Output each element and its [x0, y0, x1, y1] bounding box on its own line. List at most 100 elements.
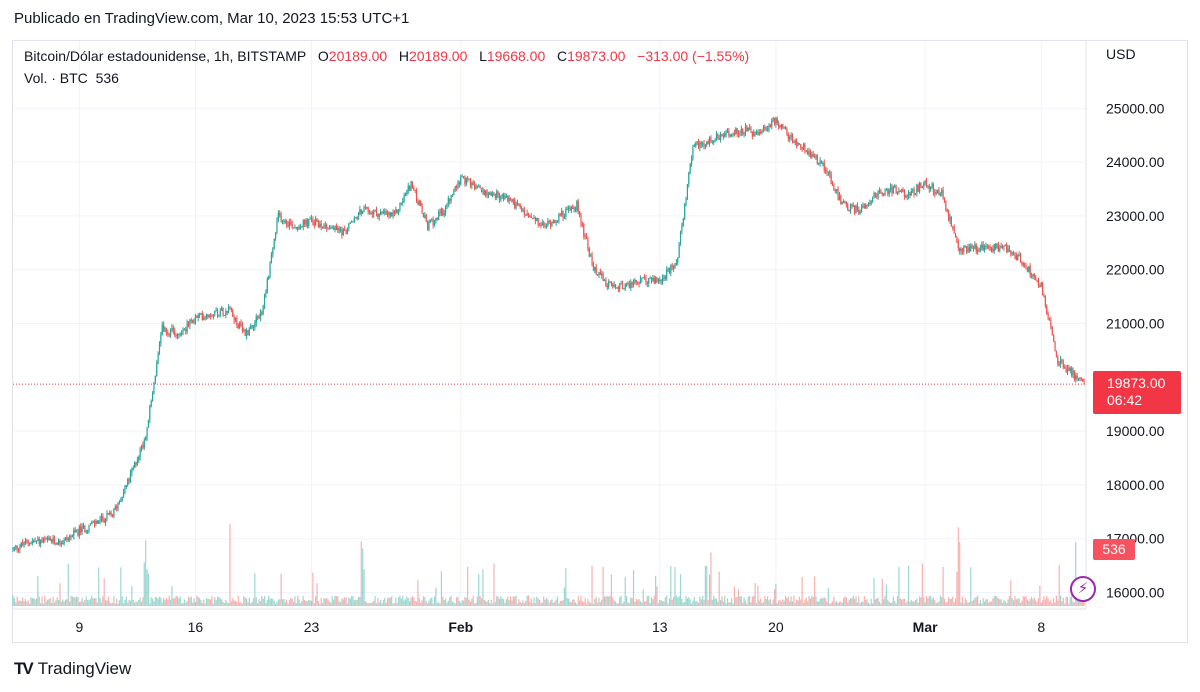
volume-bar — [248, 597, 250, 606]
candle-body — [335, 225, 337, 230]
volume-bar — [161, 602, 163, 606]
candle-body — [628, 284, 630, 289]
candle-body — [1014, 255, 1016, 257]
candle-body — [965, 246, 968, 252]
candle-body — [1008, 248, 1011, 251]
open-value: 20189.00 — [328, 48, 388, 64]
volume-bar — [395, 597, 397, 606]
volume-bar — [78, 602, 80, 606]
volume-bar — [965, 600, 968, 606]
volume-bar — [281, 599, 284, 606]
tradingview-logo[interactable]: TV TradingView — [14, 659, 131, 679]
candle-body — [395, 209, 397, 214]
volume-bar — [420, 602, 422, 606]
candle-body — [632, 282, 635, 285]
volume-bar — [708, 574, 711, 606]
volume-bar — [813, 576, 816, 606]
volume-bar — [1026, 599, 1029, 606]
volume-bar — [1043, 596, 1045, 606]
volume-bar — [1046, 595, 1048, 606]
candle-body — [409, 185, 411, 191]
volume-bar — [124, 599, 126, 606]
candle-body — [384, 211, 386, 213]
candle-body — [656, 277, 658, 282]
candle-body — [176, 334, 179, 336]
candle-body — [73, 530, 75, 536]
volume-bar — [287, 603, 289, 606]
volume-bar — [40, 603, 42, 606]
candle-body — [464, 176, 466, 184]
candle-body — [211, 316, 213, 318]
volume-bar — [181, 603, 183, 606]
candle-body — [572, 207, 574, 209]
volume-label[interactable]: Vol. · BTC — [24, 70, 88, 86]
candle-body — [388, 212, 390, 216]
volume-bar — [556, 596, 559, 606]
volume-bar — [1033, 597, 1035, 606]
volume-bar — [373, 600, 375, 606]
candle-body — [214, 310, 216, 315]
volume-bar — [972, 599, 975, 606]
candle-body — [210, 315, 212, 317]
candle-body — [881, 193, 883, 195]
candle-body — [620, 283, 622, 285]
chart-frame[interactable] — [12, 40, 1188, 643]
candle-body — [342, 228, 344, 236]
candle-body — [1003, 245, 1005, 248]
volume-bar — [648, 595, 650, 606]
candle-body — [943, 197, 946, 201]
volume-bar — [37, 575, 39, 606]
candle-body — [605, 280, 607, 286]
candle-body — [174, 331, 176, 335]
volume-bar — [945, 602, 947, 606]
candle-body — [565, 209, 567, 217]
candle-body — [268, 275, 270, 280]
candle-body — [977, 249, 979, 252]
candle-body — [454, 186, 456, 190]
candle-body — [847, 203, 849, 211]
volume-bar — [317, 601, 320, 606]
candle-body — [1046, 306, 1048, 315]
volume-bar — [689, 599, 691, 606]
volume-bar — [942, 567, 944, 606]
volume-bar — [104, 600, 107, 606]
volume-bar — [878, 601, 881, 606]
candle-body — [696, 141, 698, 144]
volume-bar — [196, 595, 198, 606]
volume-bar — [153, 601, 155, 606]
volume-bar — [621, 603, 624, 606]
candle-body — [420, 201, 422, 206]
volume-bar — [261, 595, 263, 606]
volume-bar — [700, 599, 702, 606]
candle-body — [113, 508, 115, 517]
candle-body — [707, 141, 709, 145]
volume-bar — [1055, 595, 1058, 606]
lightning-bolt-icon[interactable]: ⚡ — [1070, 576, 1096, 602]
volume-bar — [205, 598, 208, 606]
volume-bar — [718, 571, 720, 606]
candle-body — [294, 227, 296, 229]
candle-body — [288, 221, 291, 227]
volume-bar — [140, 601, 143, 606]
symbol-label[interactable]: Bitcoin/Dólar estadounidense, 1h, BITSTA… — [24, 48, 307, 64]
volume-bar — [424, 597, 426, 606]
volume-bar — [838, 601, 841, 606]
volume-bar — [241, 603, 244, 606]
volume-bar — [38, 596, 40, 606]
volume-bar — [761, 602, 763, 606]
candle-body — [859, 212, 861, 214]
candle-body — [963, 246, 965, 252]
candle-body — [797, 143, 799, 147]
volume-bar — [254, 573, 256, 606]
volume-bar — [175, 595, 177, 606]
volume-bar — [894, 601, 896, 606]
candle-body — [37, 538, 39, 541]
volume-bar — [507, 596, 509, 606]
volume-bar — [941, 597, 943, 606]
candle-body — [233, 316, 235, 321]
candle-body — [668, 268, 671, 274]
volume-bar — [655, 575, 657, 606]
candle-body — [758, 132, 760, 135]
volume-bar — [595, 596, 597, 606]
